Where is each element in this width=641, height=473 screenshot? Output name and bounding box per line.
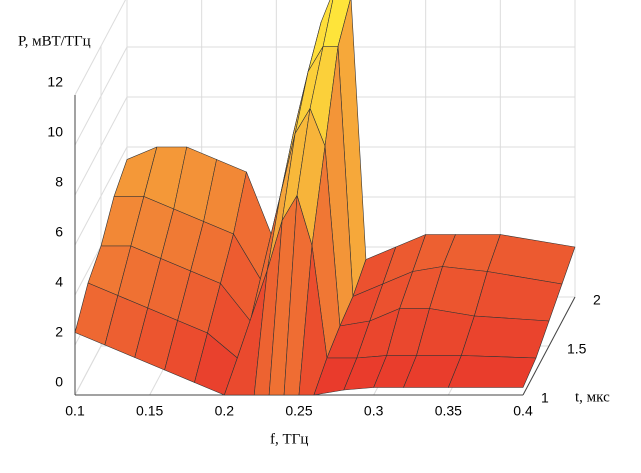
surface — [74, 0, 576, 396]
z-tick-label: 4 — [55, 274, 63, 290]
z-tick-label: 12 — [47, 74, 63, 90]
surface-patch — [448, 355, 537, 388]
z-tick-label: 10 — [47, 124, 63, 140]
z-axis-label: P, мВТ/ТГц — [18, 33, 91, 49]
y-tick-label: 1 — [541, 390, 549, 406]
z-tick-label: 0 — [55, 374, 63, 390]
y-tick-label: 1.5 — [567, 341, 587, 357]
z-tick-label: 8 — [55, 174, 63, 190]
x-tick-label: 0.35 — [435, 403, 462, 419]
x-tick-label: 0.15 — [136, 403, 163, 419]
y-tick-label: 2 — [593, 292, 601, 308]
z-tick-label: 6 — [55, 224, 63, 240]
y-axis-label: t, мкс — [575, 389, 610, 405]
surface-patch — [461, 315, 550, 359]
z-tick-label: 2 — [55, 324, 63, 340]
x-axis-label: f, ТГц — [270, 431, 308, 447]
x-tick-label: 0.3 — [364, 403, 384, 419]
x-tick-label: 0.2 — [215, 403, 235, 419]
axis-line — [522, 296, 576, 396]
x-tick-label: 0.25 — [285, 403, 312, 419]
x-tick-label: 0.4 — [513, 403, 533, 419]
x-tick-label: 0.1 — [65, 403, 85, 419]
labels: 0 2 4 6 8 10 12 0.1 0.15 0.2 0.25 0.3 0.35 0.4 1 1.5 2 — [47, 74, 601, 419]
